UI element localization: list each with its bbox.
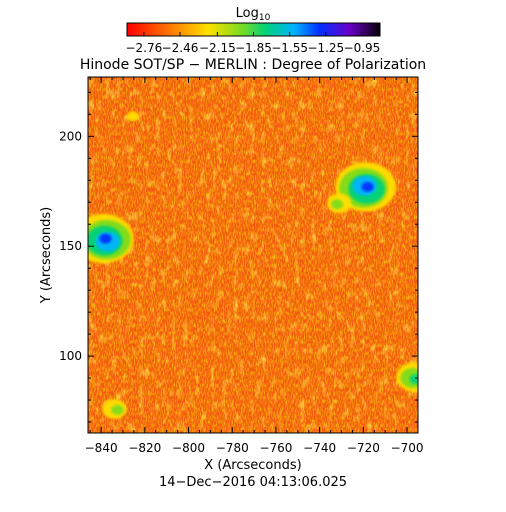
x-tick-label: −700 (391, 441, 424, 455)
colorbar-tick-label: −2.76 (125, 41, 162, 55)
y-tick-label: 200 (59, 129, 82, 143)
x-tick-label: −760 (259, 441, 292, 455)
polarized-patch (335, 162, 396, 212)
heatmap-patches (88, 111, 418, 419)
y-tick-label: 100 (59, 349, 82, 363)
y-tick-label: 150 (59, 239, 82, 253)
colorbar-tick-label: −1.85 (235, 41, 272, 55)
x-tick-label: −780 (216, 441, 249, 455)
colorbar-tick-label: −1.25 (307, 41, 344, 55)
patch-level (331, 199, 344, 210)
colorbar-tick-label: −2.15 (199, 41, 236, 55)
polarized-patch (88, 213, 134, 264)
polarized-patch (126, 111, 139, 122)
heatmap-noise-yellow (88, 77, 418, 433)
colorbar-tick-label: −0.95 (344, 41, 381, 55)
patch-level (409, 374, 418, 385)
x-tick-label: −740 (303, 441, 336, 455)
x-tick-label: −720 (347, 441, 380, 455)
colorbar-ticks: −2.76 −2.46 −2.15 −1.85 −1.55 −1.25 −0.95 (125, 32, 380, 55)
colorbar-label: Log10 (236, 6, 271, 23)
observation-timestamp: 14−Dec−2016 04:13:06.025 (159, 475, 347, 490)
colorbar-label-base: Log (236, 6, 259, 21)
heatmap-image (88, 77, 418, 433)
x-tick-label: −800 (172, 441, 205, 455)
polarized-patch (102, 398, 127, 419)
colorbar: Log10 −2.76 −2.46 −2.15 −1.85 −1.55 −1.25 −0.9… (125, 6, 381, 55)
chart-title: Hinode SOT/SP − MERLIN : Degree of Polar… (80, 57, 426, 73)
x-axis-label: X (Arcseconds) (204, 458, 301, 473)
polarized-patch (396, 362, 418, 392)
patch-level (361, 181, 374, 192)
patch-level (126, 111, 139, 122)
x-axis-ticks: −840 −820 −800 −780 −760 −740 −720 −700 (85, 77, 424, 455)
x-tick-label: −820 (128, 441, 161, 455)
patch-level (111, 404, 124, 415)
polarized-patch (327, 193, 352, 214)
plot-frame (87, 76, 419, 434)
x-tick-label: −840 (85, 441, 118, 455)
patch-level (99, 233, 112, 244)
colorbar-tick-label: −2.46 (162, 41, 199, 55)
y-axis-label: Y (Arcseconds) (39, 207, 54, 304)
colorbar-label-subscript: 10 (259, 13, 271, 23)
colorbar-tick-label: −1.55 (271, 41, 308, 55)
y-axis-ticks: 100 150 200 (59, 91, 418, 423)
